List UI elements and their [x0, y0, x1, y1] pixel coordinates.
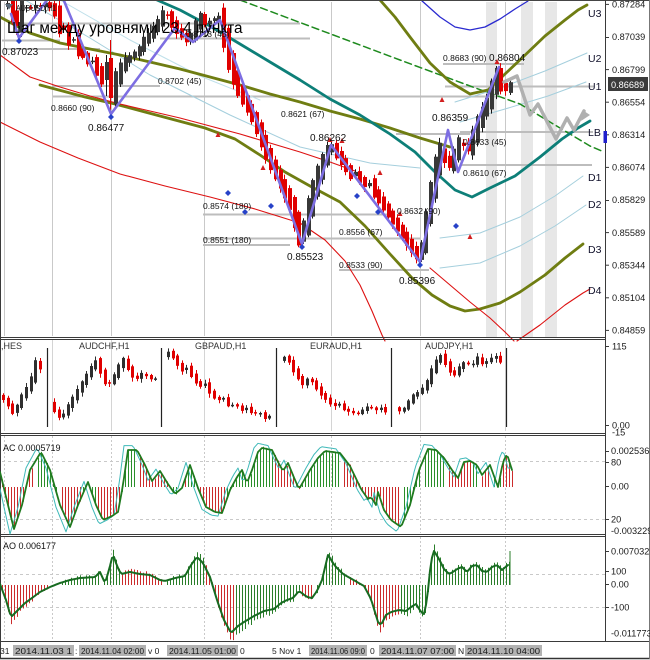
svg-text:-15: -15	[612, 428, 625, 438]
svg-text:LB: LB	[588, 127, 601, 139]
svg-text:0.8621 (67): 0.8621 (67)	[281, 109, 325, 119]
svg-text:0.8632 (90): 0.8632 (90)	[397, 206, 441, 216]
svg-text:0.87284: 0.87284	[612, 0, 645, 10]
svg-text:100: 100	[611, 567, 626, 577]
svg-text:AUDCHF,H1: AUDCHF,H1	[79, 341, 130, 351]
svg-text:D2: D2	[588, 199, 602, 211]
svg-text:115: 115	[612, 342, 627, 352]
svg-text:0.86262: 0.86262	[310, 133, 347, 144]
svg-text:0.85344: 0.85344	[612, 260, 645, 270]
svg-text:0.85396: 0.85396	[399, 276, 436, 287]
svg-text:0.85523: 0.85523	[287, 252, 324, 263]
svg-text:D4: D4	[588, 285, 602, 297]
svg-text:31: 31	[0, 646, 10, 656]
svg-text:D3: D3	[588, 244, 602, 256]
svg-text:2014.11.04 02:00: 2014.11.04 02:00	[81, 646, 144, 656]
svg-text:0.86799: 0.86799	[612, 65, 645, 75]
svg-text:0.87039: 0.87039	[612, 32, 645, 42]
svg-text:0.00: 0.00	[612, 421, 630, 431]
svg-text:GBPAUD,H1: GBPAUD,H1	[195, 341, 246, 351]
svg-text:AUDJPY,H1: AUDJPY,H1	[425, 341, 473, 351]
svg-text:-100: -100	[611, 603, 629, 613]
svg-text:0.85589: 0.85589	[612, 228, 645, 238]
svg-text:5 Nov 1: 5 Nov 1	[272, 646, 302, 656]
svg-text:0.8533 (90): 0.8533 (90)	[339, 260, 383, 270]
svg-text:0.86804: 0.86804	[489, 53, 526, 64]
svg-text:0.8702 (45): 0.8702 (45)	[158, 76, 202, 86]
svg-text:2014.11.06 09:0: 2014.11.06 09:0	[311, 646, 365, 656]
svg-text:0.86314: 0.86314	[612, 130, 645, 140]
svg-text:0.86074: 0.86074	[612, 163, 645, 173]
svg-text::: :	[75, 646, 77, 656]
svg-text:0.85104: 0.85104	[612, 293, 645, 303]
svg-text:20: 20	[611, 515, 621, 525]
svg-text:0.8660 (90): 0.8660 (90)	[51, 103, 95, 113]
svg-text:U1: U1	[588, 81, 602, 93]
svg-text:0.00: 0.00	[611, 482, 629, 492]
svg-text:D1: D1	[588, 172, 602, 184]
svg-text:2014.11.07 07:00: 2014.11.07 07:00	[381, 646, 454, 656]
svg-text:0.8551 (180): 0.8551 (180)	[203, 235, 251, 245]
svg-text:2014.11.03 1: 2014.11.03 1	[15, 646, 72, 656]
svg-text:0.85829: 0.85829	[612, 195, 645, 205]
svg-text:0: 0	[240, 646, 245, 656]
svg-text:2014.11.05 01:00: 2014.11.05 01:00	[169, 646, 236, 656]
svg-text:0.8683 (90): 0.8683 (90)	[443, 53, 487, 63]
svg-text:0.8574 (180): 0.8574 (180)	[203, 201, 251, 211]
svg-text:0.86359: 0.86359	[432, 113, 469, 124]
svg-text:0.8556 (67): 0.8556 (67)	[339, 227, 383, 237]
svg-text:v 0: v 0	[148, 646, 160, 656]
svg-text:0.8610 (67): 0.8610 (67)	[463, 168, 507, 178]
svg-text:0.87023: 0.87023	[2, 47, 39, 58]
svg-text:2014.11.10 04:00: 2014.11.10 04:00	[467, 646, 540, 656]
svg-text:U3: U3	[588, 8, 602, 20]
svg-text:0.84859: 0.84859	[612, 326, 645, 336]
svg-text:0.00: 0.00	[611, 580, 629, 590]
svg-text:,НЕS: ,НЕS	[1, 341, 22, 351]
svg-text:-0.003229: -0.003229	[611, 526, 650, 536]
svg-text:0.86554: 0.86554	[612, 97, 645, 107]
svg-text:N: N	[458, 646, 464, 656]
svg-text:AO 0.006177: AO 0.006177	[3, 541, 56, 551]
svg-text:0: 0	[370, 646, 375, 656]
svg-text:U2: U2	[588, 53, 602, 65]
svg-text:0.007032: 0.007032	[611, 547, 649, 557]
svg-text:0.8633 (45): 0.8633 (45)	[463, 137, 507, 147]
svg-text:0.8713 (45): 0.8713 (45)	[186, 29, 230, 39]
svg-text:0.002536: 0.002536	[611, 446, 649, 456]
svg-text:AUDUSD,H1: AUDUSD,H1	[16, 3, 56, 13]
svg-text:Шаг между уровнями 23,4 пункта: Шаг между уровнями 23,4 пункта	[7, 20, 243, 37]
svg-text:0.86689: 0.86689	[611, 80, 644, 90]
svg-text:-0.011773: -0.011773	[611, 629, 650, 639]
svg-text:AC 0.0005719: AC 0.0005719	[3, 443, 61, 453]
svg-text:80: 80	[611, 458, 621, 468]
svg-text:0.86477: 0.86477	[88, 123, 125, 134]
svg-text:EURAUD,H1: EURAUD,H1	[310, 341, 362, 351]
